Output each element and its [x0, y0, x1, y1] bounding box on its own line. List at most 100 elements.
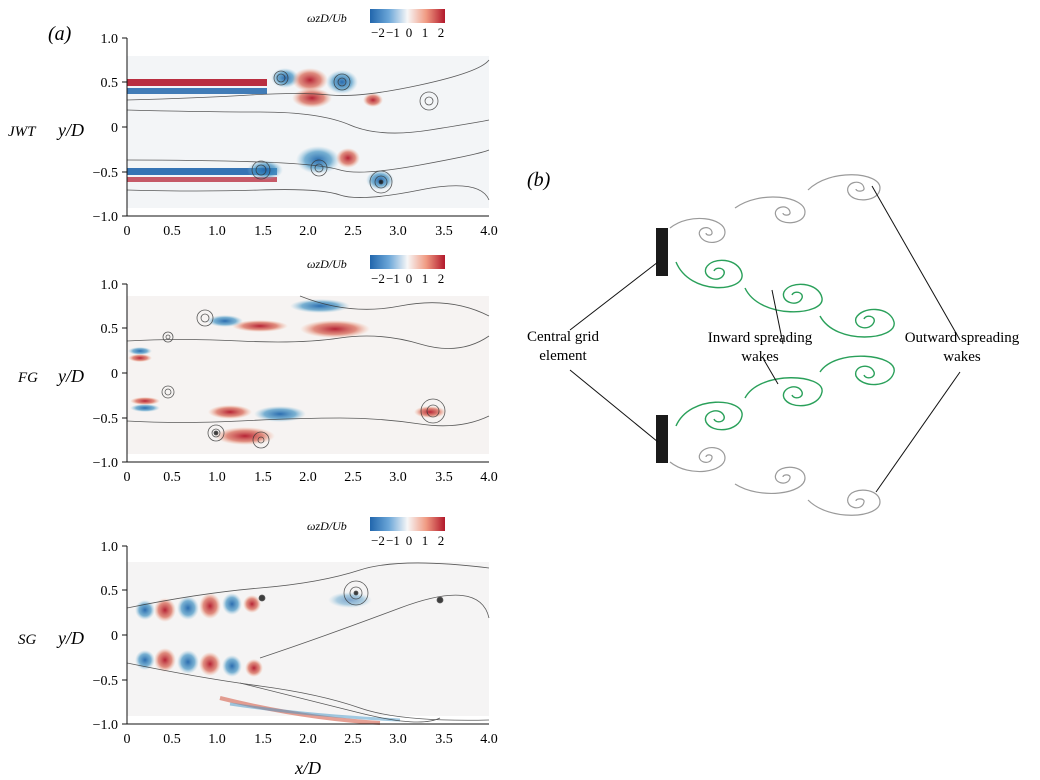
spiral-icon	[734, 196, 806, 224]
y-tick-labels: 1.0 0.5 0 −0.5 −1.0	[93, 32, 118, 225]
y-tick: −1.0	[93, 718, 118, 733]
axes-sg	[122, 545, 489, 725]
x-tick: 0.5	[163, 224, 181, 239]
colorbar-tick: 0	[406, 533, 413, 548]
axes-fg	[122, 283, 489, 463]
y-tick: −0.5	[93, 412, 118, 427]
colorbar-ticks: −2 −1 0 1 2	[371, 533, 444, 548]
label-central-line2: element	[539, 348, 587, 364]
colorbar-gradient	[370, 9, 445, 23]
colorbar-label: ωzD/Ub	[307, 257, 347, 271]
y-tick: −0.5	[93, 674, 118, 689]
colorbar-tick: −1	[386, 271, 400, 286]
x-axis-label: x/D	[294, 758, 321, 778]
y-tick: 0	[111, 367, 118, 382]
case-label: SG	[18, 632, 37, 648]
colorbar-gradient	[370, 517, 445, 531]
streamlines	[126, 295, 490, 449]
x-tick: 1.5	[254, 224, 272, 239]
x-tick: 1.5	[254, 470, 272, 485]
y-tick: 1.0	[101, 540, 119, 555]
axes-jwt	[122, 37, 489, 217]
y-tick: 1.0	[101, 32, 119, 47]
case-label: JWT	[8, 124, 37, 140]
colorbar-ticks: −2 −1 0 1 2	[371, 25, 444, 40]
colorbar-fg: ωzD/Ub −2 −1 0 1 2	[307, 255, 445, 286]
colorbar-ticks: −2 −1 0 1 2	[371, 271, 444, 286]
y-tick: −1.0	[93, 210, 118, 225]
case-label: FG	[17, 370, 38, 386]
grid-element-top	[656, 228, 668, 276]
subplot-jwt: ωzD/Ub −2 −1 0 1 2	[8, 9, 498, 239]
y-axis-label: y/D	[56, 120, 84, 140]
outward-wake-spirals	[669, 174, 881, 516]
colorbar-sg: ωzD/Ub −2 −1 0 1 2	[307, 517, 445, 548]
colorbar-tick: 0	[406, 271, 413, 286]
x-tick: 2.5	[344, 224, 362, 239]
x-tick: 3.5	[435, 732, 453, 747]
x-tick-labels: 0 0.5 1.0 1.5 2.0 2.5 3.0 3.5 4.0	[124, 470, 498, 485]
subplot-sg: ωzD/Ub −2 −1 0 1 2	[18, 517, 498, 747]
label-inward-line1: Inward spreading	[708, 330, 813, 346]
leader-lines	[569, 185, 961, 493]
x-tick: 2.0	[299, 732, 317, 747]
colorbar-tick: 2	[438, 25, 445, 40]
x-tick: 1.5	[254, 732, 272, 747]
streamlines	[126, 59, 490, 201]
colorbar-tick: 2	[438, 533, 445, 548]
spiral-icon	[807, 489, 881, 516]
x-tick: 4.0	[480, 732, 498, 747]
x-tick: 2.0	[299, 224, 317, 239]
x-tick: 1.0	[208, 732, 226, 747]
colorbar-label: ωzD/Ub	[307, 11, 347, 25]
colorbar-tick: 2	[438, 271, 445, 286]
y-tick-labels: 1.0 0.5 0 −0.5 −1.0	[93, 278, 118, 471]
panel-label-a: (a)	[48, 23, 72, 45]
label-outward-line1: Outward spreading	[905, 330, 1020, 346]
x-tick: 3.5	[435, 470, 453, 485]
x-tick-labels: 0 0.5 1.0 1.5 2.0 2.5 3.0 3.5 4.0	[124, 732, 498, 747]
subplot-fg: ωzD/Ub −2 −1 0 1 2	[17, 255, 498, 485]
x-tick: 4.0	[480, 470, 498, 485]
spiral-icon	[807, 174, 881, 201]
colorbar-tick: 1	[422, 533, 429, 548]
y-tick: 0.5	[101, 584, 119, 599]
colorbar-tick: −1	[386, 25, 400, 40]
label-inward-line2: wakes	[741, 349, 779, 365]
x-tick: 2.5	[344, 732, 362, 747]
y-tick: 0	[111, 121, 118, 136]
y-tick: −1.0	[93, 456, 118, 471]
x-tick: 2.0	[299, 470, 317, 485]
streamlines	[126, 562, 490, 723]
y-tick: 0.5	[101, 322, 119, 337]
colorbar-tick: −2	[371, 271, 385, 286]
colorbar-tick: 0	[406, 25, 413, 40]
x-tick: 0	[124, 224, 131, 239]
x-tick: 0	[124, 470, 131, 485]
colorbar-tick: 1	[422, 271, 429, 286]
y-tick: −0.5	[93, 166, 118, 181]
x-tick: 3.0	[389, 470, 407, 485]
colorbar-tick: −1	[386, 533, 400, 548]
inward-wake-spirals	[675, 259, 895, 431]
label-central-line1: Central grid	[527, 329, 600, 345]
colorbar-jwt: ωzD/Ub −2 −1 0 1 2	[307, 9, 445, 40]
y-axis-label: y/D	[56, 628, 84, 648]
x-tick: 3.5	[435, 224, 453, 239]
spiral-icon	[734, 466, 806, 495]
spiral-icon	[744, 283, 823, 313]
schematic-labels: Central grid element Inward spreading wa…	[527, 329, 1020, 365]
x-tick: 0	[124, 732, 131, 747]
label-outward-line2: wakes	[943, 349, 981, 365]
x-tick-labels: 0 0.5 1.0 1.5 2.0 2.5 3.0 3.5 4.0	[124, 224, 498, 239]
colorbar-label: ωzD/Ub	[307, 519, 347, 533]
spiral-icon	[819, 355, 895, 386]
x-tick: 3.0	[389, 224, 407, 239]
colorbar-tick: −2	[371, 25, 385, 40]
spiral-icon	[675, 401, 743, 431]
vorticity-field	[127, 562, 489, 716]
x-tick: 2.5	[344, 470, 362, 485]
y-tick: 1.0	[101, 278, 119, 293]
y-tick-labels: 1.0 0.5 0 −0.5 −1.0	[93, 540, 118, 733]
vorticity-structures	[127, 68, 394, 190]
